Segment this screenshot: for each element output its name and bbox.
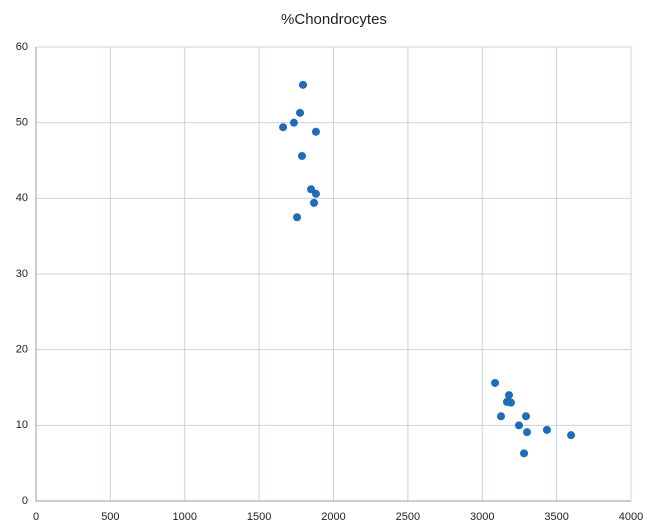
x-tick-label: 3500 [544,511,568,521]
y-tick-label: 10 [16,419,28,431]
y-tick-label: 0 [22,495,28,507]
x-tick-label: 2000 [321,511,345,521]
point [297,151,306,160]
point [521,412,530,421]
point [567,431,576,440]
x-tick-label: 500 [101,511,119,521]
point [293,213,302,222]
x-tick-label: 2500 [396,511,420,521]
y-tick-label: 60 [16,41,28,53]
point [506,398,515,407]
x-tick-label: 3000 [470,511,494,521]
point [514,421,523,430]
y-tick-label: 40 [16,192,28,204]
x-tick-label: 1000 [173,511,197,521]
point [520,449,529,458]
x-tick-label: 4000 [619,511,643,521]
point [505,391,514,400]
chart-title: %Chondrocytes [281,11,387,28]
point [289,118,298,127]
y-tick-label: 30 [16,268,28,280]
point [310,198,319,207]
x-tick-label: 0 [33,511,39,521]
point [491,378,500,387]
point [311,127,320,136]
point [311,189,320,198]
point [279,123,288,132]
y-tick-label: 20 [16,344,28,356]
y-tick-label: 50 [16,117,28,129]
point [542,425,551,434]
point [523,428,532,437]
point [296,108,305,117]
x-tick-label: 1500 [247,511,271,521]
point [496,412,505,421]
point [299,80,308,89]
